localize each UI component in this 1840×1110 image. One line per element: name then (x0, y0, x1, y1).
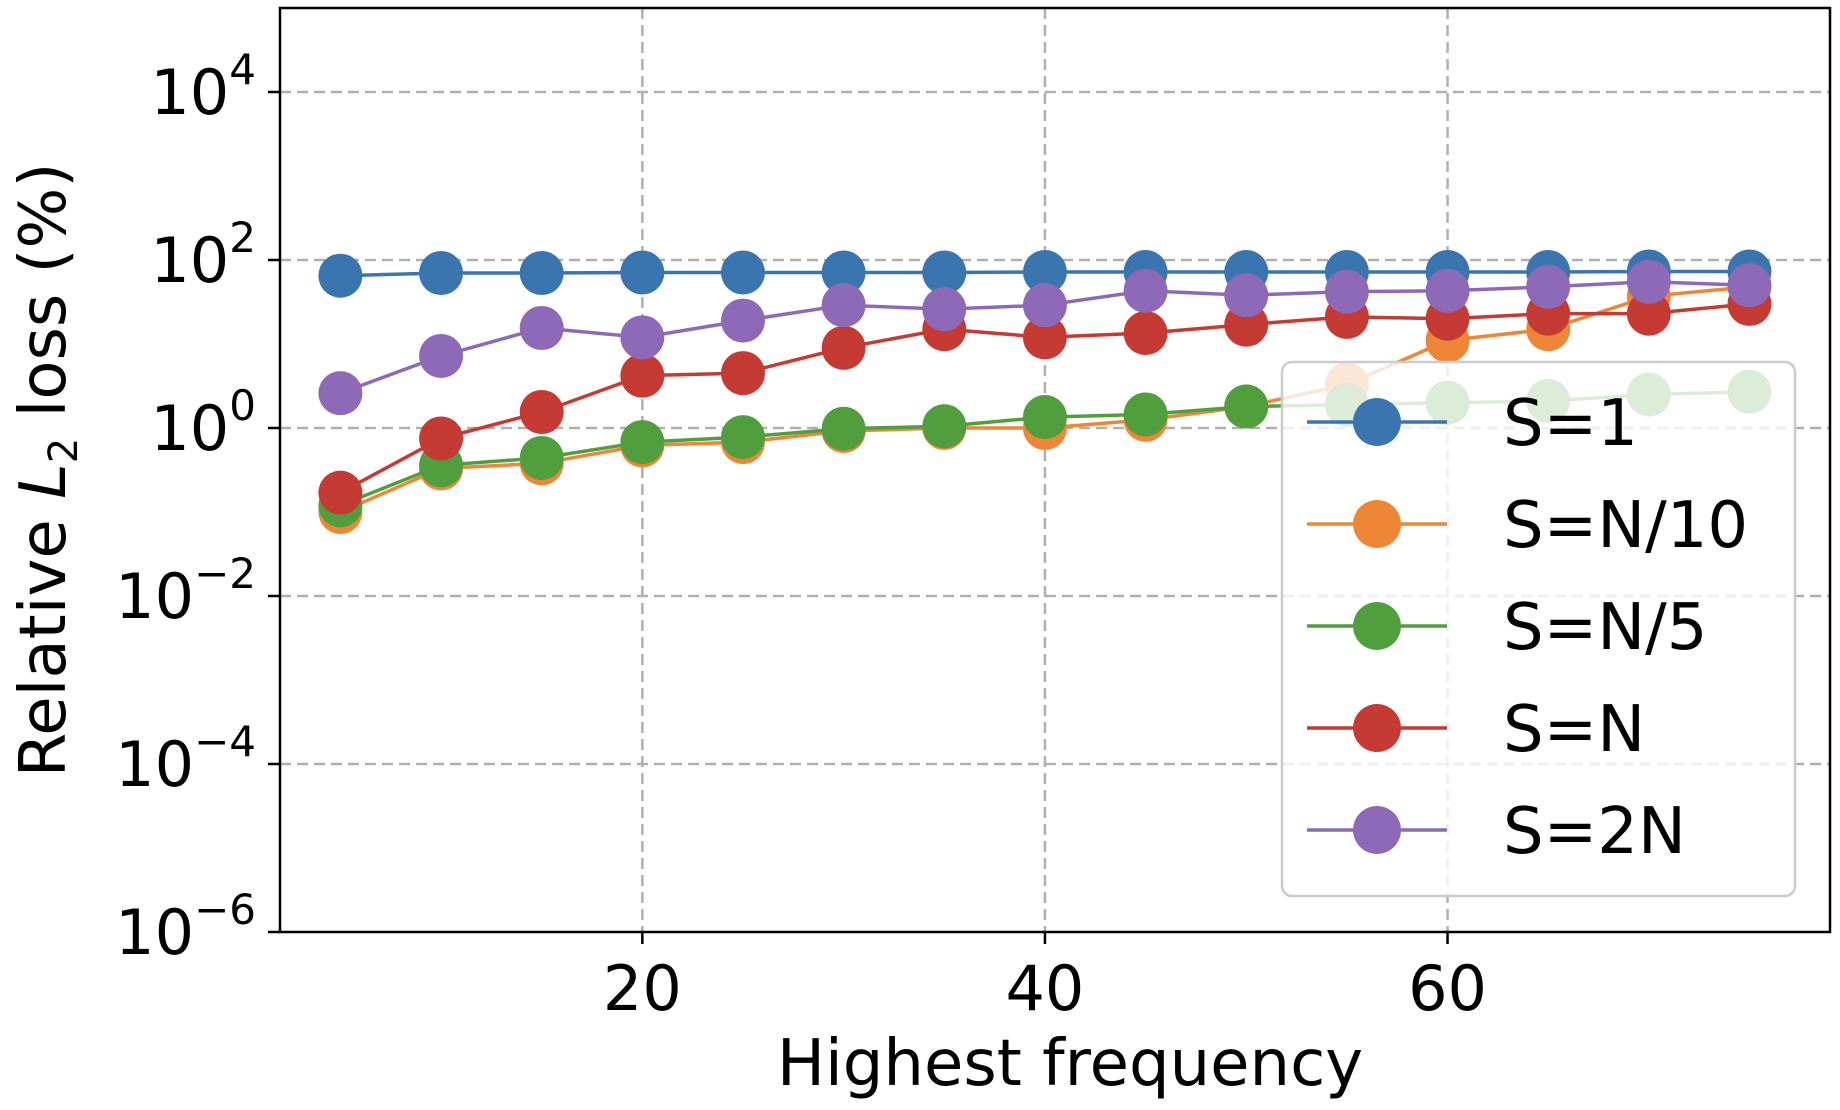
y-tick-base: 10 (115, 896, 194, 969)
data-point (720, 351, 765, 396)
legend-marker (1353, 500, 1401, 548)
data-point (519, 251, 564, 296)
data-point (821, 283, 866, 328)
y-tick-base: 10 (150, 56, 229, 129)
data-point (1727, 263, 1772, 308)
y-tick-base: 10 (150, 392, 229, 465)
y-tick-label: 10−6 (115, 885, 256, 969)
data-point (419, 251, 464, 296)
y-tick-label: 10−2 (115, 549, 256, 633)
data-point (720, 298, 765, 343)
data-point (1224, 384, 1269, 429)
data-point (1626, 259, 1671, 304)
data-point (1123, 268, 1168, 313)
x-axis-label: Highest frequency (777, 1027, 1363, 1101)
data-point (720, 415, 765, 460)
y-tick-exponent: 2 (229, 213, 256, 262)
data-point (318, 253, 363, 298)
data-point (1425, 268, 1470, 313)
plot-frame (278, 6, 1832, 934)
data-point (1022, 315, 1067, 360)
y-tick-exponent: 0 (229, 381, 256, 430)
y-axis-label: Relative L2 loss (%) (7, 163, 87, 778)
y-axis-label-sub: 2 (41, 438, 87, 463)
legend-item: S=1 (1307, 387, 1638, 461)
legend-label: S=N/5 (1503, 591, 1707, 665)
legend-label: S=N/10 (1503, 489, 1748, 563)
data-point (1022, 283, 1067, 328)
data-point (821, 406, 866, 451)
y-axis-label-var: L (7, 463, 81, 499)
data-point (519, 306, 564, 351)
legend-marker (1353, 398, 1401, 446)
legend-box (1280, 360, 1797, 898)
data-point (1123, 311, 1168, 356)
y-tick-base: 10 (115, 728, 194, 801)
legend-label: S=N (1503, 693, 1645, 767)
y-tick-label: 104 (150, 45, 256, 129)
data-point (1224, 273, 1269, 318)
legend-marker (1353, 704, 1401, 752)
data-point (922, 404, 967, 449)
legend-item: S=N/10 (1307, 489, 1748, 563)
data-point (1526, 264, 1571, 309)
data-point (1626, 291, 1671, 336)
data-point (620, 315, 665, 360)
y-tick-exponent: 4 (229, 45, 256, 94)
data-point (821, 325, 866, 370)
data-point (519, 435, 564, 480)
data-point (620, 420, 665, 465)
y-tick-label: 102 (150, 213, 256, 297)
data-point (419, 416, 464, 461)
y-tick-base: 10 (150, 224, 229, 297)
data-point (922, 287, 967, 332)
y-tick-exponent: −6 (194, 885, 256, 934)
y-tick-label: 100 (150, 381, 256, 465)
data-point (620, 250, 665, 295)
data-point (1022, 249, 1067, 294)
data-point (1324, 269, 1369, 314)
series-S=N (318, 281, 1772, 515)
data-point (419, 333, 464, 378)
legend-item: S=2N (1307, 795, 1686, 869)
data-point (922, 250, 967, 295)
data-point (519, 390, 564, 435)
data-point (821, 250, 866, 295)
legend-label: S=2N (1503, 795, 1686, 869)
data-point (1123, 392, 1168, 437)
legend-item: S=N/5 (1307, 591, 1707, 665)
data-point (318, 371, 363, 416)
y-tick-label: 10−4 (115, 717, 256, 801)
x-tick-label: 20 (603, 952, 682, 1025)
y-axis-label-prefix: Relative (7, 499, 81, 777)
data-point (1022, 395, 1067, 440)
legend-marker (1353, 602, 1401, 650)
series-layer (318, 249, 1772, 534)
y-axis-label-suffix: loss (%) (7, 163, 81, 438)
series-S=2N (318, 259, 1772, 416)
data-point (720, 250, 765, 295)
x-tick-label: 40 (1005, 952, 1084, 1025)
data-point (620, 353, 665, 398)
y-tick-exponent: −2 (194, 549, 256, 598)
y-tick-exponent: −4 (194, 717, 256, 766)
legend-label: S=1 (1503, 387, 1638, 461)
legend-marker (1353, 806, 1401, 854)
y-tick-base: 10 (115, 560, 194, 633)
legend: S=1 S=N/10 S=N/5 S=N S=2N (1280, 360, 1797, 898)
x-tick-label: 60 (1408, 952, 1487, 1025)
data-point (318, 470, 363, 515)
legend-item: S=N (1307, 693, 1645, 767)
